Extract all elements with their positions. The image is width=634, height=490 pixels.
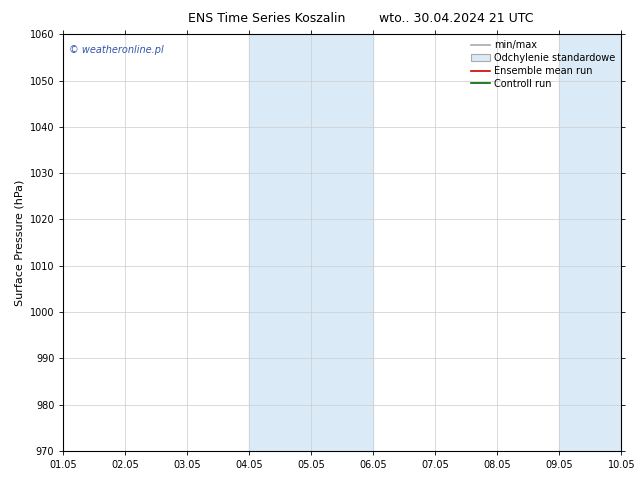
Y-axis label: Surface Pressure (hPa): Surface Pressure (hPa) — [14, 179, 24, 306]
Text: © weatheronline.pl: © weatheronline.pl — [69, 45, 164, 55]
Legend: min/max, Odchylenie standardowe, Ensemble mean run, Controll run: min/max, Odchylenie standardowe, Ensembl… — [467, 36, 619, 93]
Bar — [559, 34, 634, 451]
Text: ENS Time Series Koszalin: ENS Time Series Koszalin — [188, 12, 345, 25]
Text: wto.. 30.04.2024 21 UTC: wto.. 30.04.2024 21 UTC — [379, 12, 534, 25]
Bar — [249, 34, 373, 451]
